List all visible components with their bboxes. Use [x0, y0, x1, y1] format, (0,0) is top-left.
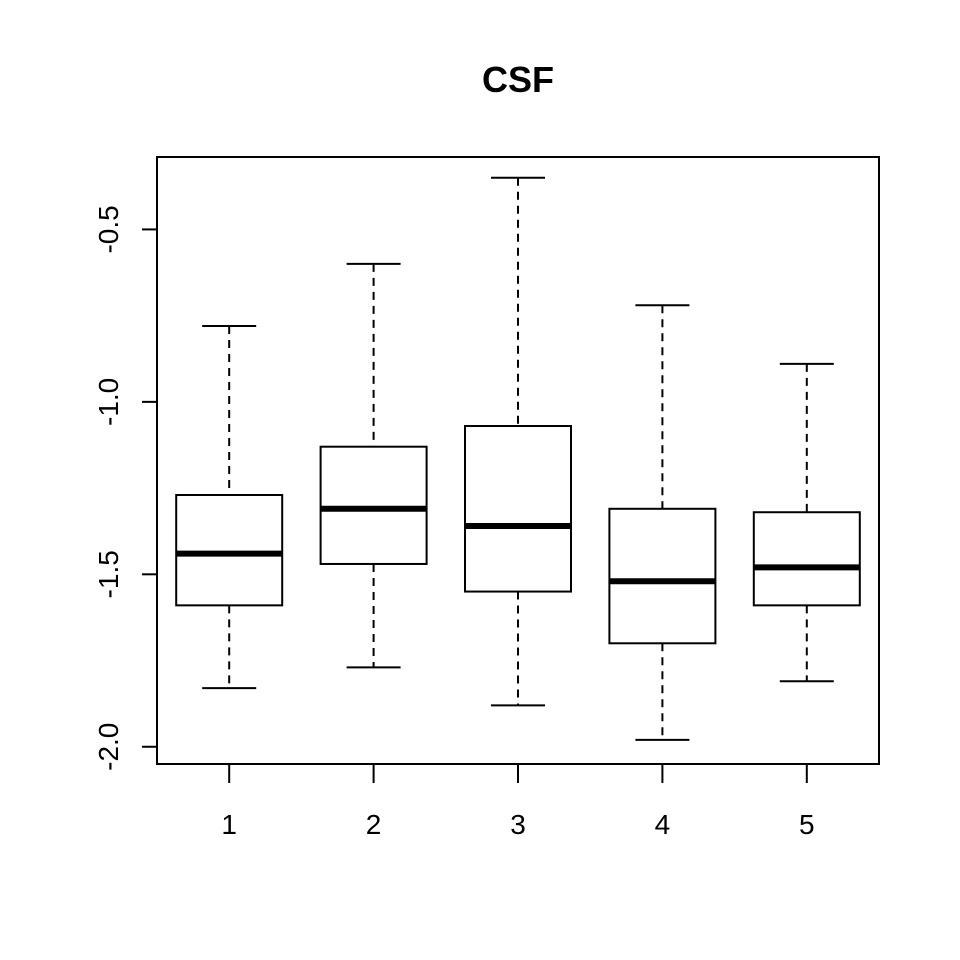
iqr-box [319, 445, 428, 565]
y-tick-label: -2.0 [93, 723, 124, 771]
x-tick-label: 2 [366, 809, 382, 840]
box-3 [464, 176, 572, 707]
x-axis: 1 2 3 4 5 [221, 763, 815, 840]
iqr-box [464, 425, 572, 593]
box-4 [608, 304, 717, 741]
x-tick-label: 5 [799, 809, 815, 840]
chart-title: CSF [482, 59, 554, 100]
iqr-box [752, 511, 861, 607]
x-tick-label: 4 [655, 809, 671, 840]
y-tick-label: -1.0 [93, 378, 124, 426]
y-tick-label: -0.5 [93, 205, 124, 253]
x-tick-label: 3 [510, 809, 526, 840]
box-series [175, 176, 861, 741]
box-1 [175, 324, 284, 690]
y-axis: -2.0 -1.5 -1.0 -0.5 [93, 205, 158, 771]
iqr-box [608, 507, 717, 645]
x-tick-label: 1 [221, 809, 237, 840]
box-2 [319, 262, 428, 669]
y-tick-label: -1.5 [93, 550, 124, 598]
box-5 [752, 362, 861, 683]
iqr-box [175, 493, 284, 607]
